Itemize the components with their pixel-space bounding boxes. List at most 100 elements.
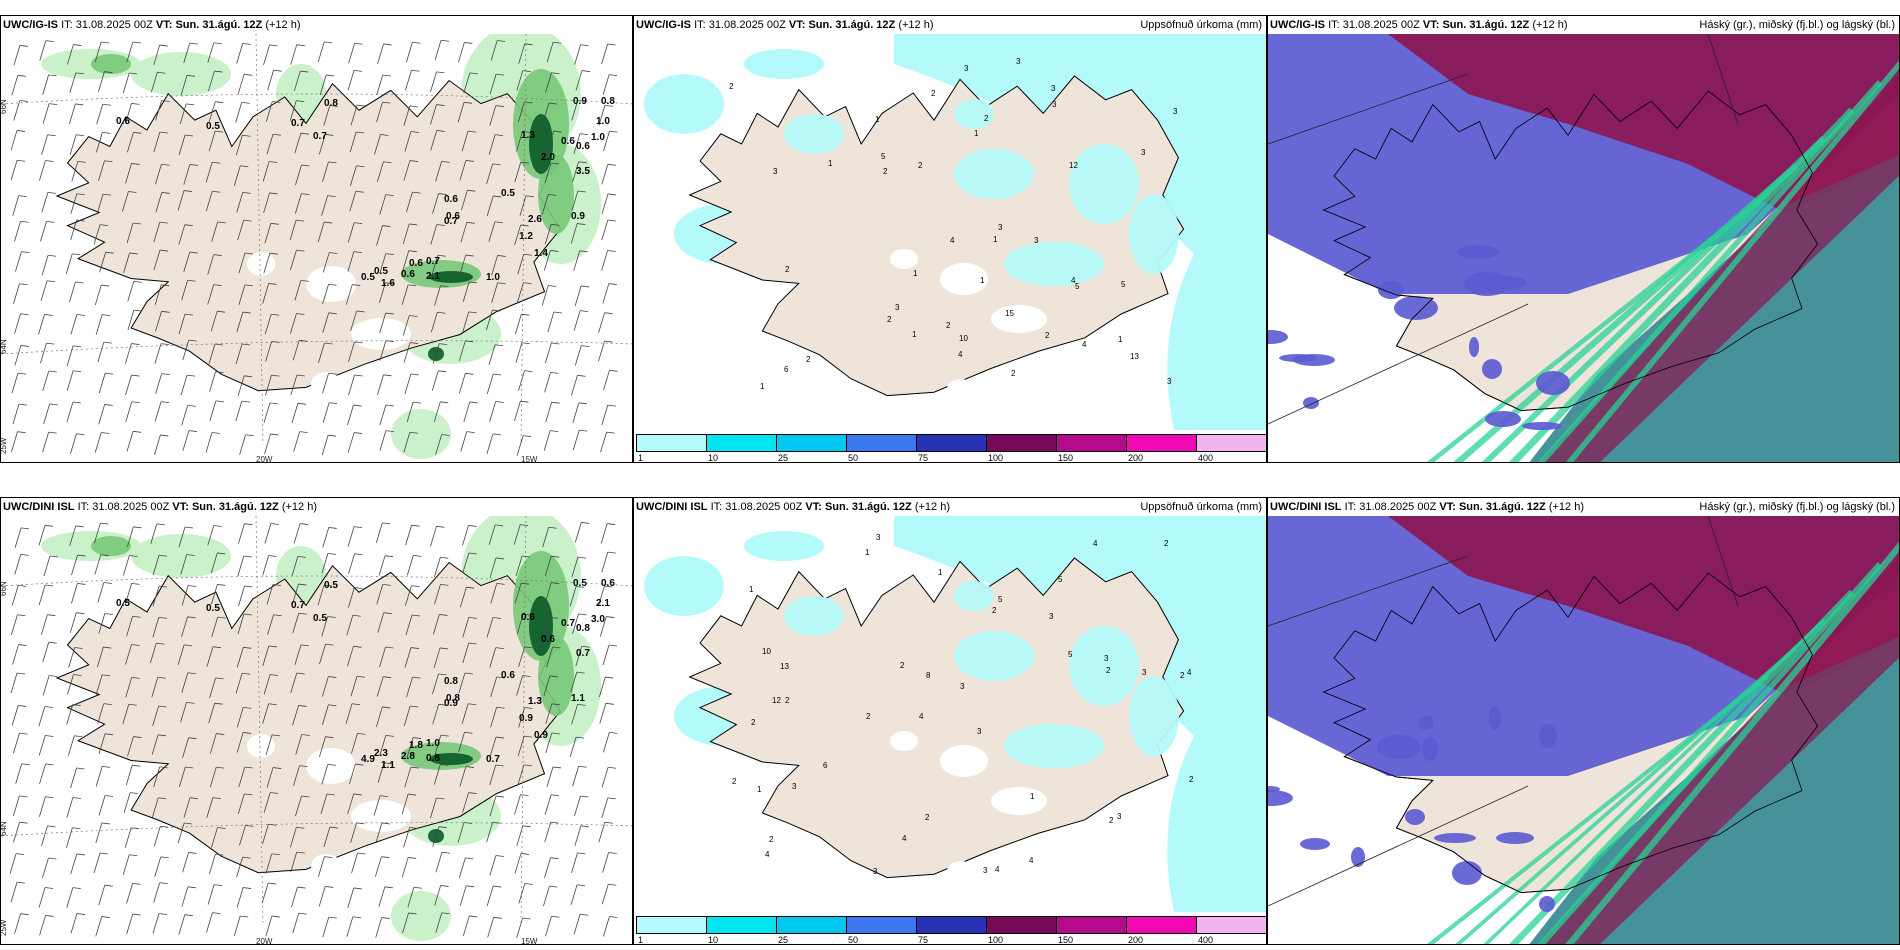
precip-value: 2 — [1106, 666, 1111, 675]
wind-barb — [178, 766, 194, 788]
wind-barb — [404, 647, 420, 668]
precip-value: 2.8 — [401, 751, 415, 762]
wind-barb — [11, 431, 26, 452]
wind-barb — [322, 527, 337, 548]
precip-area — [1004, 724, 1104, 768]
panel-header: UWC/IG-IS IT: 31.08.2025 00Z VT: Sun. 31… — [636, 19, 934, 31]
wind-barb — [41, 134, 56, 155]
precip-value: 2 — [751, 718, 756, 727]
wind-barb — [293, 70, 309, 92]
wind-barb — [153, 221, 168, 243]
precip-value: 2 — [918, 161, 923, 170]
wind-barb — [155, 163, 170, 185]
precip-value: 8 — [926, 671, 931, 680]
wind-barb — [485, 309, 501, 331]
graticule-line — [1, 822, 632, 837]
wind-barb — [348, 42, 363, 64]
wind-barb — [575, 70, 591, 91]
wind-barb — [402, 250, 417, 271]
mid-cloud-area — [1300, 838, 1330, 850]
precip-area — [784, 114, 844, 154]
wind-barb — [601, 883, 617, 905]
map-panel-cumulative-bottom: UWC/DINI ISL IT: 31.08.2025 00Z VT: Sun.… — [633, 497, 1267, 945]
wind-barb — [405, 614, 421, 636]
wind-barb — [290, 851, 305, 873]
wind-barb — [155, 373, 170, 394]
precip-area — [644, 74, 724, 134]
wind-barb — [572, 613, 587, 634]
wind-barb — [516, 282, 532, 303]
precip-value: 3 — [876, 533, 881, 542]
wind-barb — [598, 312, 613, 333]
wind-barb — [406, 401, 422, 423]
wind-barb — [206, 912, 221, 933]
wind-barb — [66, 401, 81, 423]
coastline — [1322, 572, 1819, 894]
wind-barb — [126, 913, 141, 935]
wind-barb — [294, 193, 310, 214]
precip-value: 0.6 — [116, 116, 130, 127]
wind-barb — [516, 917, 531, 939]
wind-barb — [95, 674, 111, 695]
wind-barb — [346, 916, 361, 937]
wind-barb — [517, 101, 533, 123]
colorbar-swatch — [706, 916, 777, 934]
wind-barb — [69, 525, 84, 547]
precip-value: 4 — [1029, 856, 1034, 865]
graticule-line — [1268, 555, 1469, 627]
wind-barb — [95, 314, 111, 335]
wind-barb — [488, 134, 504, 155]
wind-barb — [95, 132, 111, 153]
precip-value: 0.8 — [426, 753, 440, 764]
precip-value: 3 — [1173, 107, 1178, 116]
wind-barb — [122, 703, 137, 725]
precip-value: 3 — [1034, 236, 1039, 245]
wind-barb — [489, 73, 505, 95]
wind-barb — [183, 164, 198, 185]
wind-barb — [95, 822, 110, 844]
wind-barb — [177, 644, 193, 665]
graticule-line — [1, 93, 632, 105]
wind-barb — [518, 883, 533, 904]
wind-barb — [94, 554, 109, 575]
wind-barb — [404, 766, 419, 788]
wind-barb — [461, 189, 476, 211]
wind-barb — [571, 703, 586, 725]
wind-barb — [513, 524, 529, 545]
wind-barb — [430, 797, 445, 819]
axis-label: 25W — [1, 919, 8, 936]
wind-barb — [180, 701, 195, 723]
wind-barb — [406, 554, 422, 576]
wind-barb — [262, 161, 278, 182]
wind-barb — [295, 734, 310, 755]
wind-barb — [209, 766, 225, 788]
precip-value: 12 — [1069, 161, 1078, 170]
wind-barb — [125, 644, 140, 665]
wind-barb — [181, 279, 196, 301]
wind-barb — [290, 672, 305, 694]
glacier — [351, 800, 411, 832]
wind-barb — [350, 675, 366, 697]
wind-barb — [264, 433, 279, 455]
wind-barb — [322, 312, 337, 333]
precip-value: 3 — [1117, 812, 1122, 821]
wind-barb — [573, 913, 589, 935]
colorbar-swatch — [1126, 434, 1197, 452]
precip-value: 3 — [964, 64, 969, 73]
precip-area — [131, 534, 231, 578]
mid-cloud-area — [1303, 397, 1319, 409]
colorbar-swatch — [1196, 916, 1266, 934]
wind-barb — [430, 71, 445, 92]
wind-barb — [347, 432, 363, 453]
precip-area — [954, 99, 994, 129]
wind-barb — [544, 372, 559, 393]
precip-value: 0.5 — [206, 121, 220, 132]
wind-barb — [290, 313, 305, 334]
precip-value: 0.5 — [501, 188, 515, 199]
wind-barb — [603, 369, 618, 391]
colorbar-tick-label: 100 — [988, 453, 1004, 463]
colorbar-tick-label: 1 — [638, 453, 644, 463]
wind-barb — [207, 254, 222, 275]
wind-barb — [39, 763, 54, 784]
wind-barb — [68, 647, 83, 668]
